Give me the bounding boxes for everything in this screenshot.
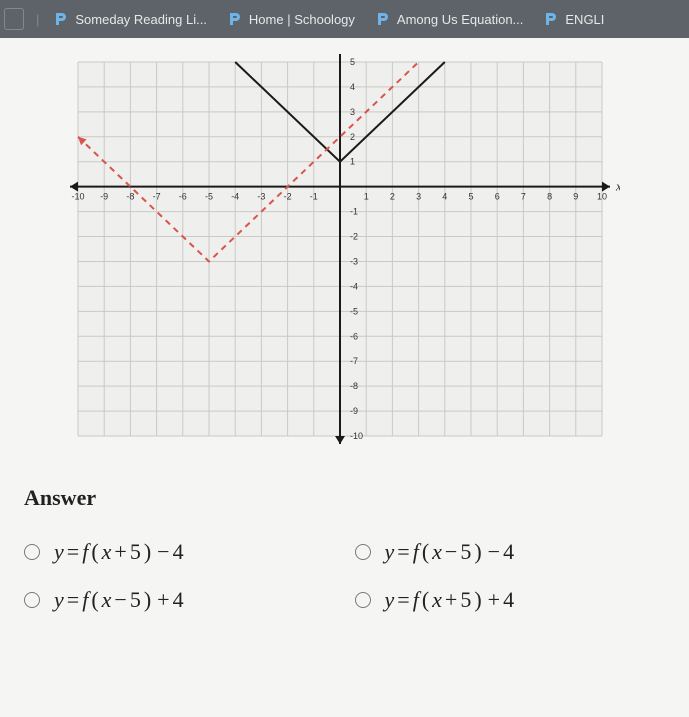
p-favicon-icon xyxy=(53,11,69,27)
svg-text:-6: -6 xyxy=(179,192,187,202)
formula-text: y=f(x−5)−4 xyxy=(385,539,515,565)
svg-text:-1: -1 xyxy=(350,207,358,217)
formula-text: y=f(x+5)−4 xyxy=(54,539,184,565)
svg-text:-9: -9 xyxy=(350,406,358,416)
answer-section: Answer y=f(x+5)−4 y=f(x−5)−4 y=f(x−5)+4 xyxy=(0,459,689,613)
svg-text:2: 2 xyxy=(390,192,395,202)
svg-text:-7: -7 xyxy=(350,356,358,366)
svg-text:-1: -1 xyxy=(310,192,318,202)
radio-button[interactable] xyxy=(24,544,40,560)
svg-text:5: 5 xyxy=(350,57,355,67)
svg-text:-10: -10 xyxy=(71,192,84,202)
tab-label: Home | Schoology xyxy=(249,12,355,27)
radio-button[interactable] xyxy=(355,544,371,560)
answer-option-c[interactable]: y=f(x−5)+4 xyxy=(24,587,335,613)
tab-home-schoology[interactable]: Home | Schoology xyxy=(217,11,365,27)
radio-button[interactable] xyxy=(24,592,40,608)
p-favicon-icon xyxy=(543,11,559,27)
coordinate-graph: -10 -9 -8 -7 -6 -5 -4 -3 -2 -1 1 2 3 4 5 6 7 8 9 10 -10 -9 -8 -… xyxy=(60,44,620,454)
svg-text:-3: -3 xyxy=(257,192,265,202)
svg-text:7: 7 xyxy=(521,192,526,202)
answer-option-a[interactable]: y=f(x+5)−4 xyxy=(24,539,335,565)
svg-text:-2: -2 xyxy=(284,192,292,202)
answer-options-grid: y=f(x+5)−4 y=f(x−5)−4 y=f(x−5)+4 y=f(x+5… xyxy=(24,539,665,613)
tab-label: Someday Reading Li... xyxy=(75,12,207,27)
answer-option-d[interactable]: y=f(x+5)+4 xyxy=(355,587,666,613)
svg-text:x: x xyxy=(615,179,620,194)
svg-text:-8: -8 xyxy=(126,192,134,202)
svg-text:4: 4 xyxy=(442,192,447,202)
p-favicon-icon xyxy=(227,11,243,27)
svg-text:1: 1 xyxy=(364,192,369,202)
svg-text:2: 2 xyxy=(350,132,355,142)
svg-text:-5: -5 xyxy=(350,306,358,316)
tab-among-us-equation[interactable]: Among Us Equation... xyxy=(365,11,533,27)
formula-text: y=f(x−5)+4 xyxy=(54,587,184,613)
tab-divider: | xyxy=(36,12,39,27)
radio-button[interactable] xyxy=(355,592,371,608)
svg-text:-3: -3 xyxy=(350,256,358,266)
svg-text:-4: -4 xyxy=(350,281,358,291)
browser-tab-bar: | Someday Reading Li... Home | Schoology… xyxy=(0,0,689,38)
page-content: -10 -9 -8 -7 -6 -5 -4 -3 -2 -1 1 2 3 4 5 6 7 8 9 10 -10 -9 -8 -… xyxy=(0,38,689,613)
p-favicon-icon xyxy=(375,11,391,27)
svg-text:-8: -8 xyxy=(350,381,358,391)
svg-text:6: 6 xyxy=(495,192,500,202)
svg-text:-4: -4 xyxy=(231,192,239,202)
svg-text:10: 10 xyxy=(597,192,607,202)
graph-container: -10 -9 -8 -7 -6 -5 -4 -3 -2 -1 1 2 3 4 5 6 7 8 9 10 -10 -9 -8 -… xyxy=(0,38,689,459)
svg-text:-9: -9 xyxy=(100,192,108,202)
tab-label: Among Us Equation... xyxy=(397,12,523,27)
svg-text:-7: -7 xyxy=(153,192,161,202)
svg-text:3: 3 xyxy=(350,107,355,117)
svg-text:4: 4 xyxy=(350,82,355,92)
answer-option-b[interactable]: y=f(x−5)−4 xyxy=(355,539,666,565)
svg-text:1: 1 xyxy=(350,157,355,167)
tab-thumbnail-box[interactable] xyxy=(4,8,24,30)
svg-text:5: 5 xyxy=(468,192,473,202)
svg-text:3: 3 xyxy=(416,192,421,202)
tab-label: ENGLI xyxy=(565,12,604,27)
svg-text:-6: -6 xyxy=(350,331,358,341)
svg-text:-5: -5 xyxy=(205,192,213,202)
tab-engli[interactable]: ENGLI xyxy=(533,11,614,27)
svg-text:-10: -10 xyxy=(350,431,363,441)
tab-someday-reading[interactable]: Someday Reading Li... xyxy=(43,11,217,27)
svg-text:8: 8 xyxy=(547,192,552,202)
svg-text:-2: -2 xyxy=(350,232,358,242)
formula-text: y=f(x+5)+4 xyxy=(385,587,515,613)
answer-heading: Answer xyxy=(24,485,665,511)
svg-text:9: 9 xyxy=(573,192,578,202)
